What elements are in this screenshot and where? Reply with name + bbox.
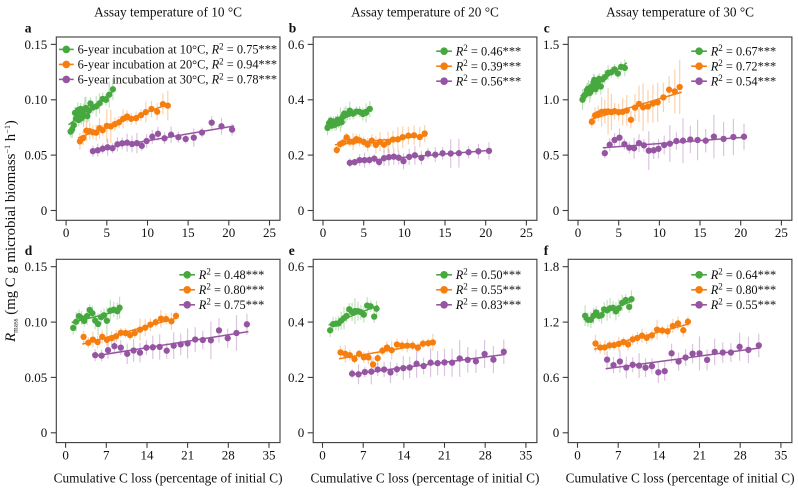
svg-text:0.05: 0.05 [25,148,48,163]
svg-text:R2 = 0.50***: R2 = 0.50*** [455,267,522,282]
svg-text:1.2: 1.2 [543,315,559,330]
svg-text:R2 = 0.80***: R2 = 0.80*** [198,282,265,297]
svg-text:Cumulative C loss (percentage: Cumulative C loss (percentage of initial… [566,471,795,486]
svg-text:14: 14 [652,447,666,462]
svg-text:0.6: 0.6 [288,37,305,52]
svg-text:Cumulative C loss (percentage: Cumulative C loss (percentage of initial… [54,471,283,486]
svg-text:Assay temperature of 10 °C: Assay temperature of 10 °C [94,5,242,20]
svg-text:b: b [289,21,297,36]
svg-text:21: 21 [181,447,194,462]
svg-text:Assay temperature of 20 °C: Assay temperature of 20 °C [351,5,499,20]
svg-text:R2 = 0.64***: R2 = 0.64*** [710,267,777,282]
svg-text:1.0: 1.0 [543,92,559,107]
svg-text:0.6: 0.6 [543,370,560,385]
svg-text:0: 0 [62,447,69,462]
svg-text:6-year incubation at 30°C, R2: 6-year incubation at 30°C, R2 = 0.78*** [78,71,278,86]
svg-text:6-year incubation at 10°C, R2: 6-year incubation at 10°C, R2 = 0.75*** [78,41,278,56]
svg-text:7: 7 [360,447,367,462]
svg-text:R2 = 0.83***: R2 = 0.83*** [455,297,522,312]
svg-text:10: 10 [398,225,411,240]
svg-text:14: 14 [141,447,155,462]
svg-text:0: 0 [574,447,581,462]
svg-text:Cumulative C loss (percentage: Cumulative C loss (percentage of initial… [311,471,540,486]
svg-text:7: 7 [103,447,110,462]
svg-text:28: 28 [734,447,747,462]
svg-text:0.5: 0.5 [543,148,559,163]
svg-text:R2 = 0.56***: R2 = 0.56*** [455,73,522,88]
svg-text:20: 20 [479,225,492,240]
svg-text:1.5: 1.5 [543,37,559,52]
svg-text:e: e [289,243,295,258]
svg-text:21: 21 [693,447,706,462]
svg-text:Rmass (mg C g microbial biomas: Rmass (mg C g microbial biomass−1 h−1) [3,120,20,343]
svg-text:35: 35 [519,447,532,462]
svg-text:0.05: 0.05 [25,370,48,385]
svg-text:R2 = 0.55***: R2 = 0.55*** [455,282,522,297]
svg-text:c: c [544,21,550,36]
svg-text:R2 = 0.80***: R2 = 0.80*** [710,282,777,297]
svg-text:0.10: 0.10 [25,92,48,107]
svg-text:0: 0 [41,203,48,218]
svg-text:0.2: 0.2 [288,370,304,385]
svg-text:1.8: 1.8 [543,259,559,274]
svg-text:R2 = 0.46***: R2 = 0.46*** [455,43,522,58]
svg-text:R2 = 0.54***: R2 = 0.54*** [710,73,777,88]
svg-text:0.15: 0.15 [25,37,48,52]
svg-text:25: 25 [775,225,788,240]
svg-text:20: 20 [222,225,235,240]
svg-text:5: 5 [615,225,622,240]
svg-text:0: 0 [320,225,327,240]
svg-text:0.4: 0.4 [288,315,305,330]
svg-text:0.10: 0.10 [25,315,48,330]
svg-text:15: 15 [694,225,707,240]
svg-text:0: 0 [575,225,582,240]
svg-text:28: 28 [222,447,235,462]
svg-text:0: 0 [553,425,560,440]
svg-text:6-year incubation at 20°C, R2: 6-year incubation at 20°C, R2 = 0.94*** [78,56,278,71]
svg-text:0: 0 [319,447,326,462]
svg-text:0: 0 [553,203,560,218]
svg-text:Assay temperature of 30 °C: Assay temperature of 30 °C [606,5,754,20]
svg-text:a: a [25,21,32,36]
svg-text:10: 10 [653,225,666,240]
svg-text:7: 7 [615,447,622,462]
svg-text:5: 5 [104,225,111,240]
svg-text:R2 = 0.72***: R2 = 0.72*** [710,58,777,73]
svg-text:R2 = 0.48***: R2 = 0.48*** [198,267,265,282]
svg-text:25: 25 [263,225,276,240]
svg-text:5: 5 [360,225,367,240]
svg-text:28: 28 [479,447,492,462]
svg-text:0.2: 0.2 [288,148,304,163]
svg-text:0.6: 0.6 [288,259,305,274]
svg-text:10: 10 [141,225,154,240]
svg-text:20: 20 [734,225,747,240]
svg-text:d: d [25,243,33,258]
svg-text:25: 25 [520,225,533,240]
svg-text:35: 35 [774,447,787,462]
svg-text:0: 0 [41,425,48,440]
svg-text:21: 21 [438,447,451,462]
svg-text:15: 15 [439,225,452,240]
svg-text:0: 0 [63,225,70,240]
svg-text:R2 = 0.39***: R2 = 0.39*** [455,58,522,73]
svg-text:0.15: 0.15 [25,259,48,274]
svg-text:R2 = 0.55***: R2 = 0.55*** [710,297,777,312]
svg-text:15: 15 [182,225,195,240]
svg-text:R2 = 0.75***: R2 = 0.75*** [198,297,265,312]
svg-text:0: 0 [298,425,305,440]
svg-text:35: 35 [263,447,276,462]
svg-text:0.4: 0.4 [288,92,305,107]
svg-text:f: f [544,243,549,258]
svg-text:0: 0 [298,203,305,218]
svg-text:14: 14 [397,447,411,462]
svg-text:R2 = 0.67***: R2 = 0.67*** [710,43,777,58]
